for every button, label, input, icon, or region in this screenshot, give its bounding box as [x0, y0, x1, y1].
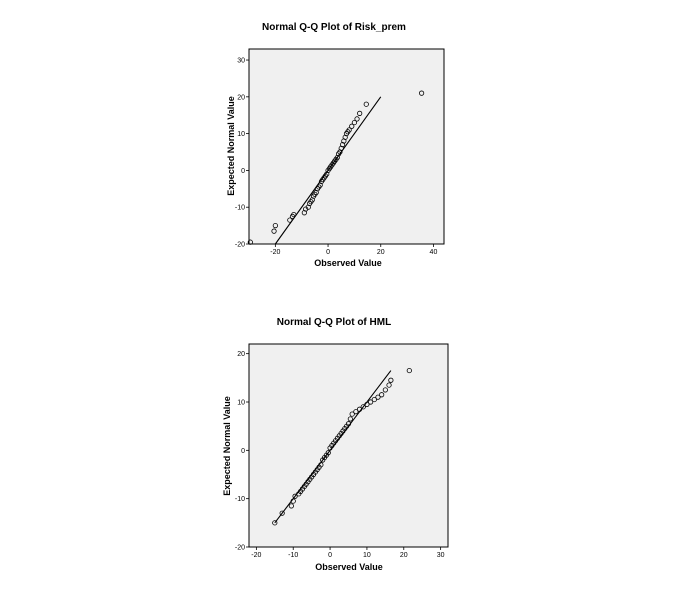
y-tick-label: 20	[237, 351, 245, 358]
data-point	[356, 406, 363, 412]
x-tick-label: -20	[251, 552, 261, 559]
x-tick-label: 30	[437, 552, 445, 559]
data-point	[271, 228, 277, 234]
x-axis-ticks: -20 -10 0 10 20 30	[251, 547, 445, 559]
data-point	[353, 409, 359, 415]
reference-line-segment	[274, 370, 392, 524]
chart-title: Normal Q-Q Plot of Risk_prem	[262, 22, 406, 33]
y-tick-label: 30	[237, 58, 245, 65]
data-point	[388, 377, 394, 383]
data-point	[279, 510, 285, 516]
x-tick-label: 0	[328, 552, 332, 559]
data-point	[406, 367, 412, 374]
x-axis-label: Observed Value	[314, 258, 382, 268]
data-point	[325, 450, 331, 456]
x-axis-label: Observed Value	[315, 562, 383, 572]
data-point	[288, 503, 294, 509]
data-point	[291, 211, 297, 218]
data-point	[357, 110, 363, 116]
data-point	[364, 401, 370, 408]
y-tick-label: -20	[235, 545, 245, 552]
y-axis-label: Expected Normal Value	[222, 396, 232, 496]
x-tick-label: -10	[288, 552, 298, 559]
chart-title: Normal Q-Q Plot of HML	[277, 317, 391, 328]
y-tick-label: -10	[235, 496, 245, 503]
data-point	[346, 127, 352, 133]
y-tick-label: 0	[241, 168, 245, 175]
y-tick-label: -10	[235, 205, 245, 212]
x-tick-label: 40	[430, 249, 438, 256]
data-point	[382, 387, 388, 393]
reference-line	[274, 370, 392, 524]
data-points	[272, 367, 412, 526]
data-point	[347, 416, 353, 422]
y-tick-label: 0	[241, 448, 245, 455]
data-point	[272, 223, 278, 229]
data-point	[345, 421, 352, 427]
data-point	[272, 520, 278, 526]
data-point	[349, 123, 355, 129]
data-point	[419, 90, 425, 96]
y-tick-label: 20	[237, 94, 245, 101]
x-axis-ticks: -20 0 20 40	[270, 244, 437, 256]
chart-hml: Normal Q-Q Plot of HML Observed Value Ex…	[222, 317, 449, 572]
plot-area	[248, 48, 445, 245]
data-point	[292, 493, 298, 499]
x-tick-label: 20	[400, 552, 408, 559]
y-tick-label: 10	[237, 131, 245, 138]
data-point	[386, 382, 392, 388]
y-axis-label: Expected Normal Value	[226, 96, 236, 196]
data-point	[368, 399, 374, 405]
data-points	[247, 90, 425, 245]
data-point	[247, 239, 253, 245]
y-tick-label: 10	[237, 400, 245, 407]
data-point	[371, 396, 377, 403]
data-point	[290, 498, 296, 504]
data-point	[349, 411, 355, 417]
data-point	[379, 392, 385, 398]
y-axis-ticks: -20 -10 0 10 20	[235, 351, 249, 552]
data-point	[375, 394, 381, 400]
x-tick-label: 0	[326, 249, 330, 256]
data-point	[363, 101, 369, 107]
plot-area	[248, 343, 449, 548]
data-point	[354, 116, 360, 122]
data-point	[287, 217, 293, 223]
y-tick-label: -20	[235, 242, 245, 249]
x-tick-label: 10	[363, 552, 371, 559]
data-point	[351, 119, 358, 126]
y-axis-ticks: -20 -10 0 10 20 30	[235, 58, 249, 249]
data-point	[360, 404, 366, 410]
chart-risk-prem: Normal Q-Q Plot of Risk_prem Observed Va…	[226, 22, 445, 268]
x-tick-label: -20	[270, 249, 280, 256]
x-tick-label: 20	[377, 249, 385, 256]
data-point	[318, 462, 324, 468]
